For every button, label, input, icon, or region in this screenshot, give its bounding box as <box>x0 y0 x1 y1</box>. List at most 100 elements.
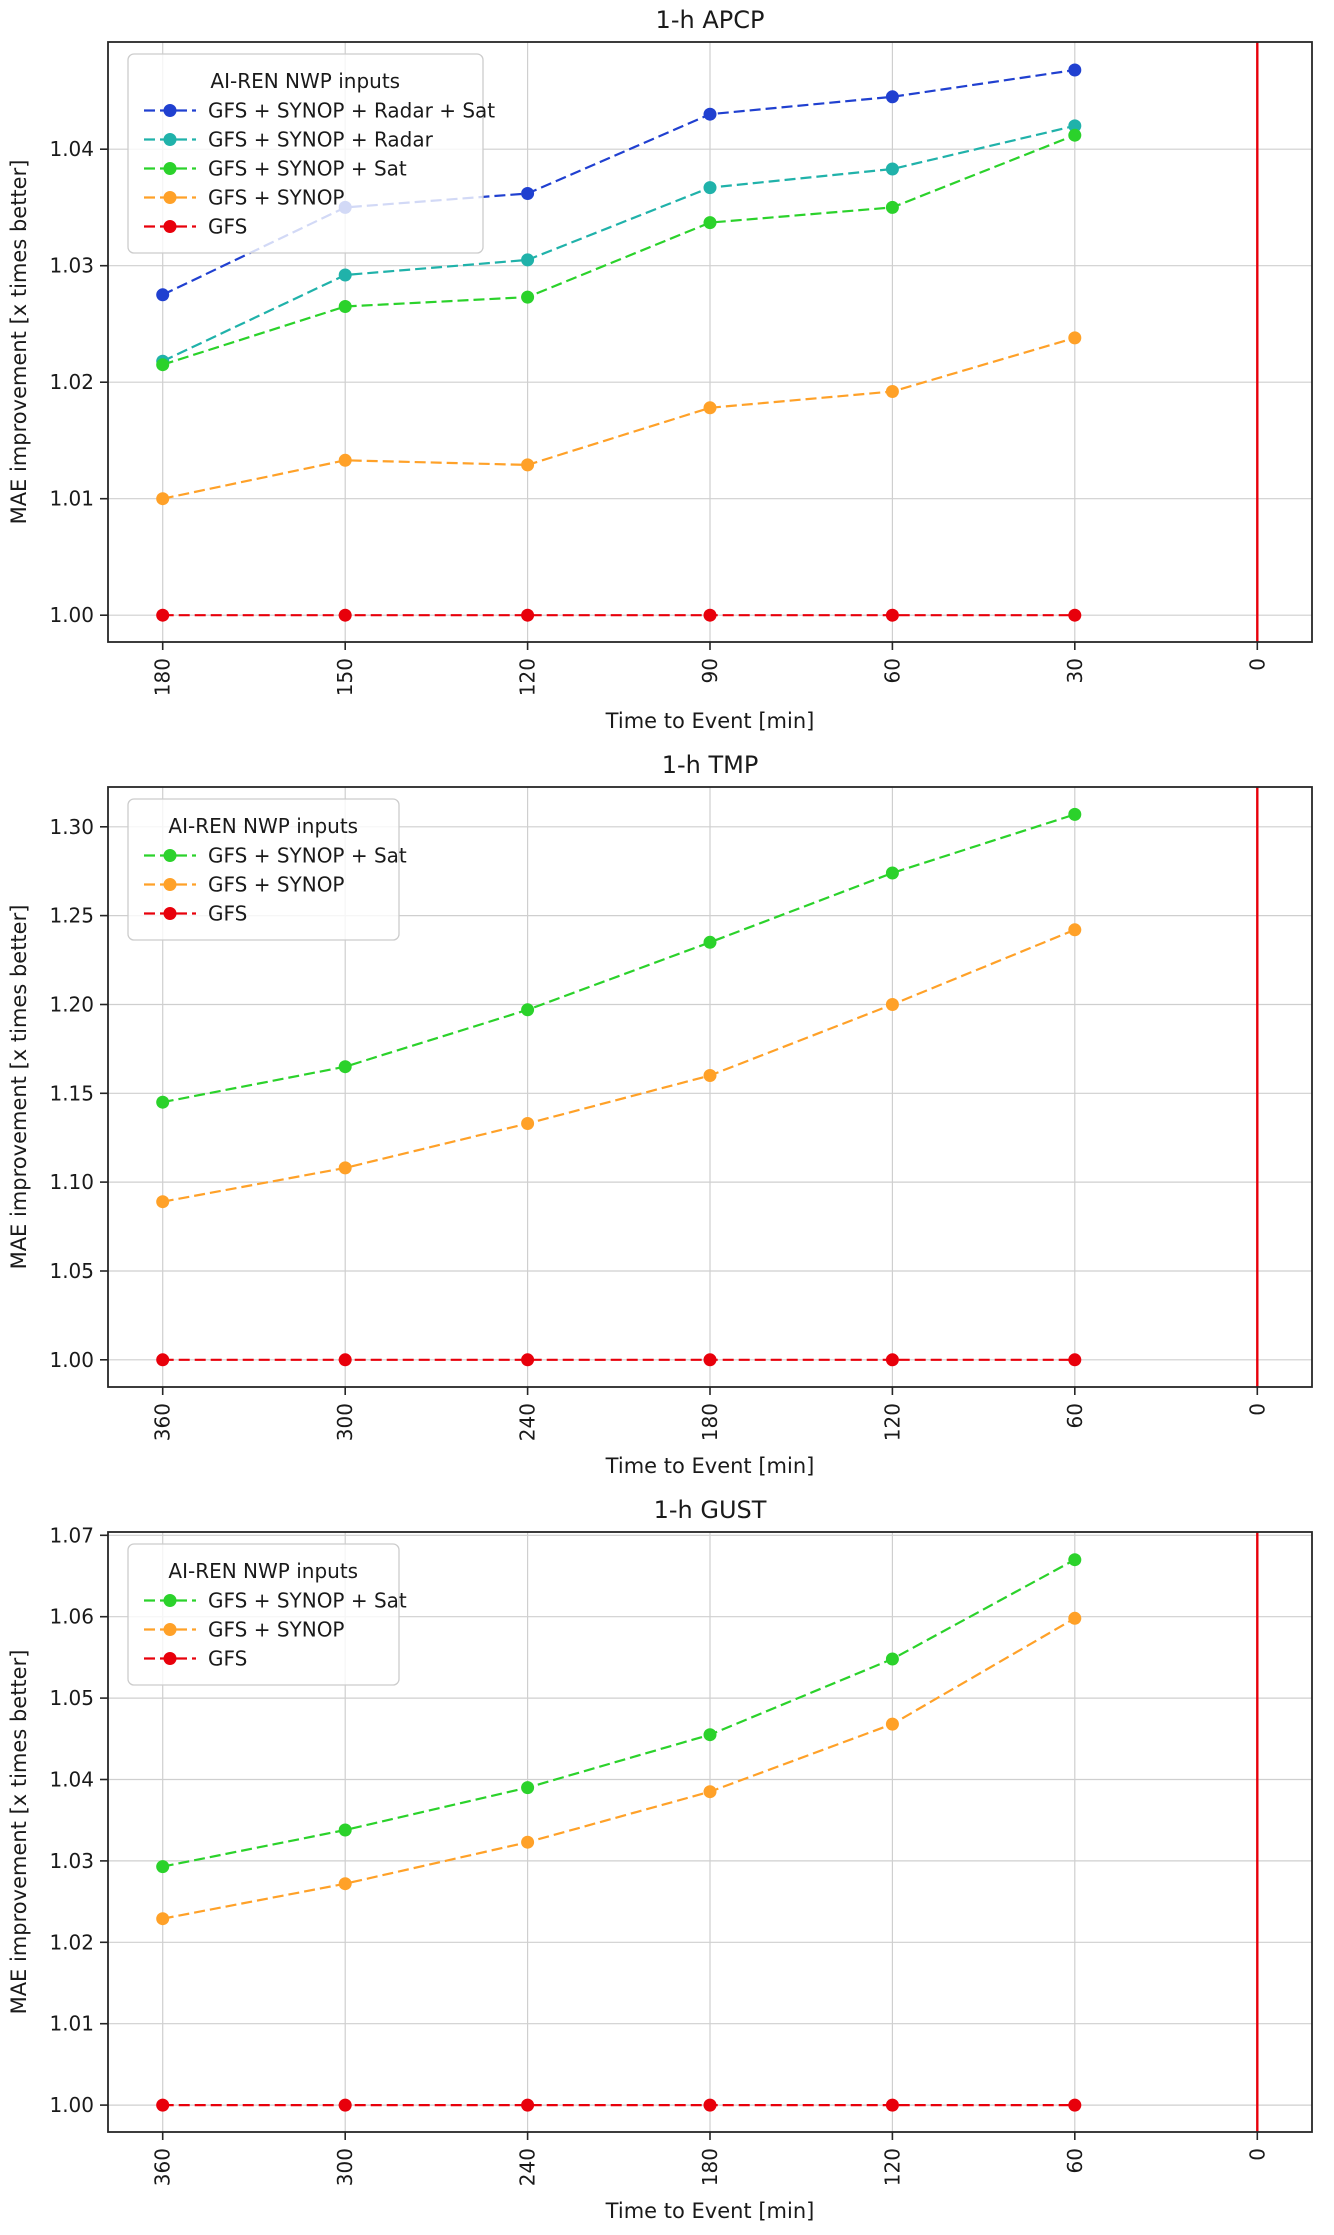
legend-title: AI-REN NWP inputs <box>210 69 400 93</box>
y-tick-label: 1.06 <box>49 1605 94 1629</box>
data-point <box>885 1717 899 1731</box>
legend-item-label: GFS + SYNOP + Sat <box>208 844 407 868</box>
data-point <box>521 290 535 304</box>
data-point <box>156 1195 170 1209</box>
data-point <box>338 268 352 282</box>
data-point <box>703 1069 717 1082</box>
data-point <box>156 1353 170 1367</box>
data-point <box>885 162 899 176</box>
series-gfs-synop-sat <box>156 807 1082 1109</box>
x-tick-label: 60 <box>1063 1403 1087 1428</box>
data-point <box>1068 923 1082 937</box>
legend-item-gfs-synop-radar: GFS + SYNOP + Radar <box>144 128 434 152</box>
chart-figure-1-h-apcp: 180 150 120 90 60 30 0 1.00 1.01 1.02 1.03 1.04 1-h … <box>0 0 1334 745</box>
data-point <box>338 300 352 313</box>
data-point <box>1068 807 1082 821</box>
data-point <box>156 1095 170 1109</box>
data-point <box>338 1353 352 1367</box>
series-line <box>162 1617 1076 1920</box>
data-point <box>156 358 170 372</box>
data-point <box>885 866 899 880</box>
legend-item-label: GFS + SYNOP <box>208 1618 345 1642</box>
y-tick-label: 1.20 <box>49 993 94 1017</box>
data-point <box>521 253 535 267</box>
data-point <box>521 2098 535 2112</box>
x-tick-label: 180 <box>698 2148 722 2186</box>
data-point <box>703 1728 717 1742</box>
data-point <box>885 2098 899 2112</box>
legend-sample-marker <box>163 133 177 146</box>
series-line <box>162 124 1076 363</box>
legend-box <box>127 798 400 941</box>
data-point <box>885 998 899 1011</box>
series-gfs <box>156 1353 1082 1367</box>
y-tick-label: 1.07 <box>49 1523 94 1547</box>
x-axis-label: Time to Event [min] <box>605 1454 815 1478</box>
data-point <box>521 1003 535 1017</box>
y-axis-label: MAE improvement [x times better] <box>7 160 31 525</box>
legend-sample-marker <box>163 849 177 862</box>
x-tick-label: 0 <box>1245 1403 1269 1416</box>
y-tick-label: 1.30 <box>49 815 94 839</box>
legend-item-gfs-synop: GFS + SYNOP <box>144 186 345 210</box>
data-point <box>156 288 170 302</box>
series-gfs-synop <box>156 1611 1082 1926</box>
legend-item-gfs-synop-sat: GFS + SYNOP + Sat <box>144 844 407 868</box>
data-point <box>703 608 717 622</box>
y-tick-label: 1.25 <box>49 904 94 928</box>
data-point <box>703 935 717 949</box>
data-point <box>703 216 717 230</box>
legend-sample-marker <box>163 1652 177 1665</box>
data-point <box>885 90 899 104</box>
data-point <box>1068 608 1082 622</box>
x-tick-label: 300 <box>333 2148 357 2186</box>
legend-sample-marker <box>163 104 177 117</box>
x-tick-label: 30 <box>1063 658 1087 683</box>
y-tick-label: 1.04 <box>49 1768 94 1792</box>
y-tick-label: 1.05 <box>49 1686 94 1710</box>
x-tick-label: 360 <box>151 2148 175 2186</box>
chart-title: 1-h GUST <box>654 1496 767 1524</box>
x-tick-label: 120 <box>880 2148 904 2186</box>
data-point <box>521 1353 535 1367</box>
data-point <box>1068 1353 1082 1367</box>
data-point <box>703 1785 717 1799</box>
series-gfs-synop <box>156 923 1082 1209</box>
chart-figure-1-h-gust: 360 300 240 180 120 60 0 1.00 1.01 1.02 1.03 1.04 1.… <box>0 1490 1334 2235</box>
chart-1-h-apcp: 180 150 120 90 60 30 0 1.00 1.01 1.02 1.03 1.04 1-h … <box>0 0 1334 745</box>
data-point <box>1068 2098 1082 2112</box>
data-point <box>703 107 717 121</box>
y-axis-label: MAE improvement [x times better] <box>7 1650 31 2015</box>
legend-item-label: GFS + SYNOP <box>208 873 345 897</box>
data-point <box>338 1877 352 1891</box>
legend-item-gfs-synop-radar-sat: GFS + SYNOP + Radar + Sat <box>144 99 495 123</box>
legend-item-label: GFS <box>208 1647 247 1671</box>
data-point <box>703 181 717 195</box>
legend-item-gfs: GFS <box>144 1647 247 1671</box>
x-tick-label: 120 <box>880 1403 904 1441</box>
x-tick-label: 240 <box>516 2148 540 2186</box>
legend-item-gfs: GFS <box>144 902 247 926</box>
chart-title: 1-h APCP <box>656 6 765 34</box>
data-point <box>703 401 717 415</box>
x-tick-label: 150 <box>333 658 357 696</box>
x-tick-label: 120 <box>516 658 540 696</box>
legend-sample-marker <box>163 907 177 920</box>
data-point <box>1068 128 1082 142</box>
x-tick-label: 0 <box>1245 2148 1269 2161</box>
legend-item-gfs-synop: GFS + SYNOP <box>144 1618 345 1642</box>
legend-item-label: GFS + SYNOP + Sat <box>208 157 407 181</box>
x-tick-label: 90 <box>698 658 722 683</box>
chart-title: 1-h TMP <box>662 751 759 779</box>
series-line <box>162 336 1076 500</box>
data-point <box>1068 1611 1082 1625</box>
data-point <box>338 453 352 467</box>
legend-item-gfs: GFS <box>144 215 247 239</box>
data-point <box>338 608 352 622</box>
data-point <box>521 187 535 200</box>
legend-item-gfs-synop-sat: GFS + SYNOP + Sat <box>144 1589 407 1613</box>
data-point <box>1068 331 1082 345</box>
y-tick-label: 1.01 <box>49 487 94 511</box>
legend-title: AI-REN NWP inputs <box>168 814 358 838</box>
